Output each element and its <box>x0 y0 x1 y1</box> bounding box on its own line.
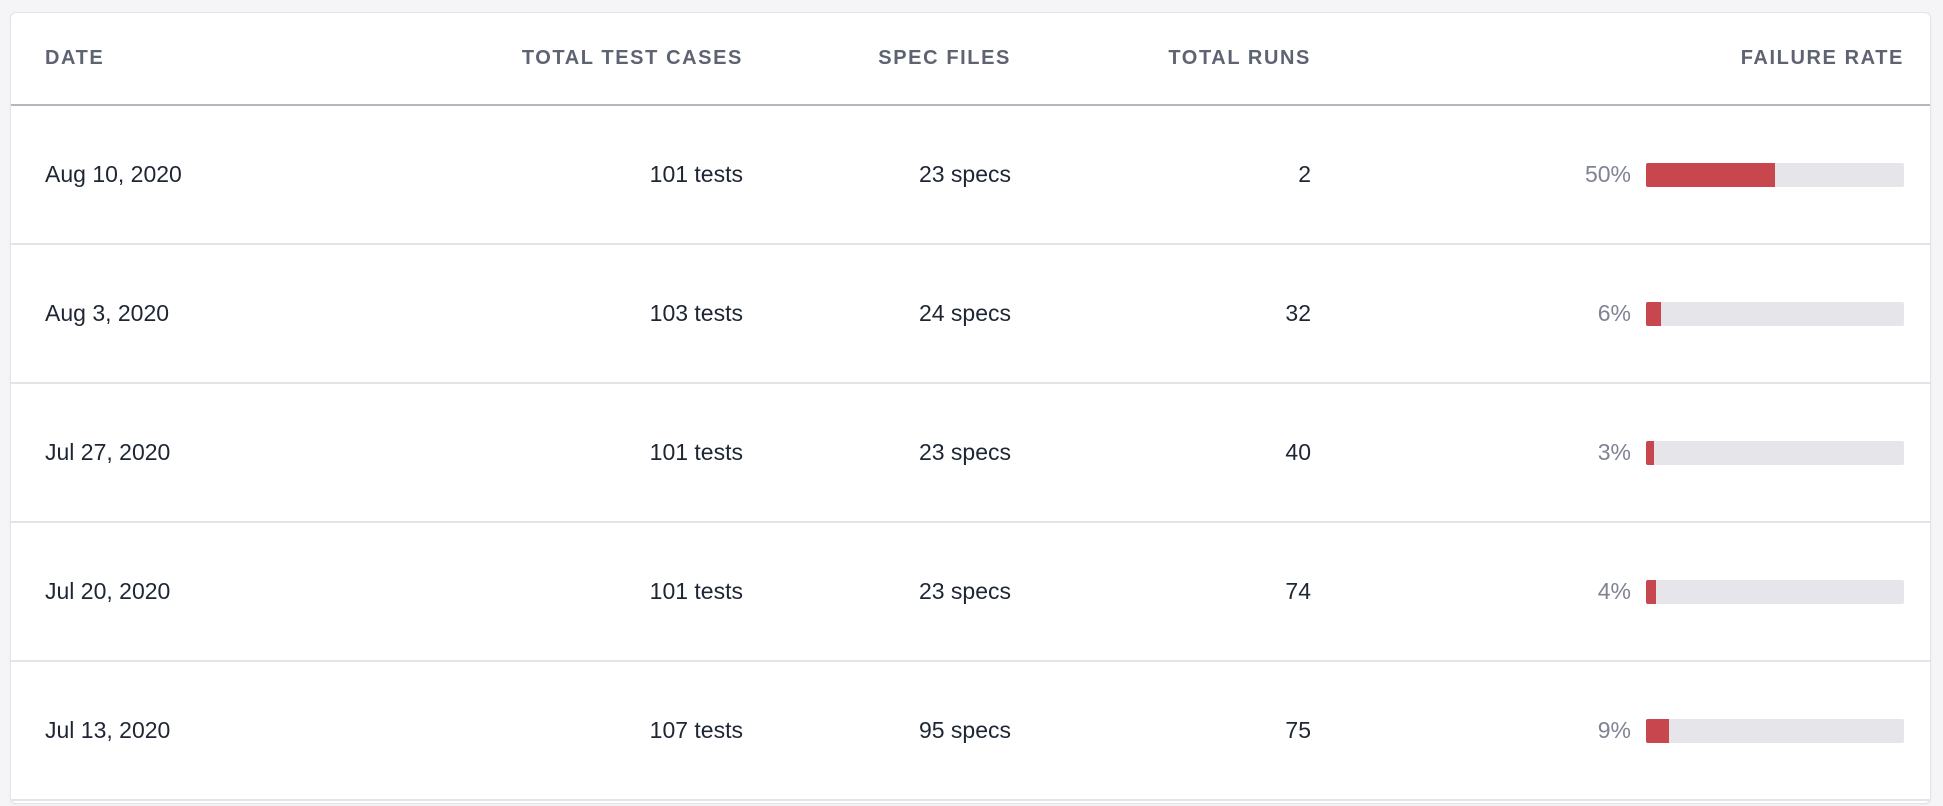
failure-rate-bar-fill <box>1646 301 1662 326</box>
failure-rate-bar-track <box>1646 440 1904 465</box>
cell-date: Aug 10, 2020 <box>45 161 182 187</box>
usage-table-card: DATE TOTAL TEST CASES SPEC FILES TOTAL R… <box>10 12 1931 804</box>
cell-total-runs: 74 <box>1285 578 1311 604</box>
cell-total-test-cases: 101 tests <box>649 578 743 604</box>
cell-total-runs: 40 <box>1285 439 1311 465</box>
cell-total-test-cases: 103 tests <box>649 300 743 326</box>
failure-rate-percentage: 6% <box>1597 300 1631 326</box>
cell-total-runs: 32 <box>1285 300 1311 326</box>
failure-rate-bar-fill <box>1646 718 1670 743</box>
cell-total-runs: 75 <box>1285 717 1311 743</box>
failure-rate-bar-fill <box>1646 440 1654 465</box>
cell-spec-files: 24 specs <box>918 300 1011 326</box>
failure-rate-percentage: 50% <box>1584 161 1631 187</box>
failure-rate-bar-track <box>1646 301 1904 326</box>
cell-spec-files: 23 specs <box>918 439 1011 465</box>
cell-total-runs: 2 <box>1298 161 1311 187</box>
failure-rate-bar-track <box>1646 579 1904 604</box>
cell-total-test-cases: 101 tests <box>649 439 743 465</box>
cell-date: Jul 20, 2020 <box>45 578 171 604</box>
column-header-failure-rate: FAILURE RATE <box>1740 47 1904 69</box>
table-body: Aug 10, 2020 101 tests 23 specs 2 50% Au… <box>11 106 1930 801</box>
cell-spec-files: 23 specs <box>918 161 1011 187</box>
cell-failure-rate: 9% <box>1311 717 1930 744</box>
table-row[interactable]: Aug 3, 2020 103 tests 24 specs 32 6% <box>11 245 1930 384</box>
table-row[interactable]: Jul 20, 2020 101 tests 23 specs 74 4% <box>11 523 1930 662</box>
cell-date: Jul 13, 2020 <box>45 717 171 743</box>
cell-spec-files: 95 specs <box>918 717 1011 743</box>
table-row[interactable]: Jul 27, 2020 101 tests 23 specs 40 3% <box>11 384 1930 523</box>
cell-failure-rate: 4% <box>1311 578 1930 605</box>
column-header-date: DATE <box>45 47 105 69</box>
column-header-total-test-cases: TOTAL TEST CASES <box>521 47 743 69</box>
cell-total-test-cases: 101 tests <box>649 161 743 187</box>
column-header-spec-files: SPEC FILES <box>878 47 1011 69</box>
cell-total-test-cases: 107 tests <box>649 717 743 743</box>
column-header-total-runs: TOTAL RUNS <box>1168 47 1311 69</box>
table-row[interactable]: Aug 10, 2020 101 tests 23 specs 2 50% <box>11 106 1930 245</box>
failure-rate-bar-track <box>1646 162 1904 187</box>
cell-spec-files: 23 specs <box>918 578 1011 604</box>
cell-date: Jul 27, 2020 <box>45 439 171 465</box>
failure-rate-bar-fill <box>1646 162 1775 187</box>
table-header-row: DATE TOTAL TEST CASES SPEC FILES TOTAL R… <box>11 13 1930 106</box>
failure-rate-percentage: 3% <box>1597 439 1631 465</box>
table-row[interactable]: Jul 13, 2020 107 tests 95 specs 75 9% <box>11 662 1930 801</box>
cell-date: Aug 3, 2020 <box>45 300 170 326</box>
failure-rate-percentage: 9% <box>1597 717 1631 743</box>
cell-failure-rate: 50% <box>1311 161 1930 188</box>
cell-failure-rate: 3% <box>1311 439 1930 466</box>
failure-rate-bar-track <box>1646 718 1904 743</box>
failure-rate-bar-fill <box>1646 579 1657 604</box>
cell-failure-rate: 6% <box>1311 300 1930 327</box>
failure-rate-percentage: 4% <box>1597 578 1631 604</box>
